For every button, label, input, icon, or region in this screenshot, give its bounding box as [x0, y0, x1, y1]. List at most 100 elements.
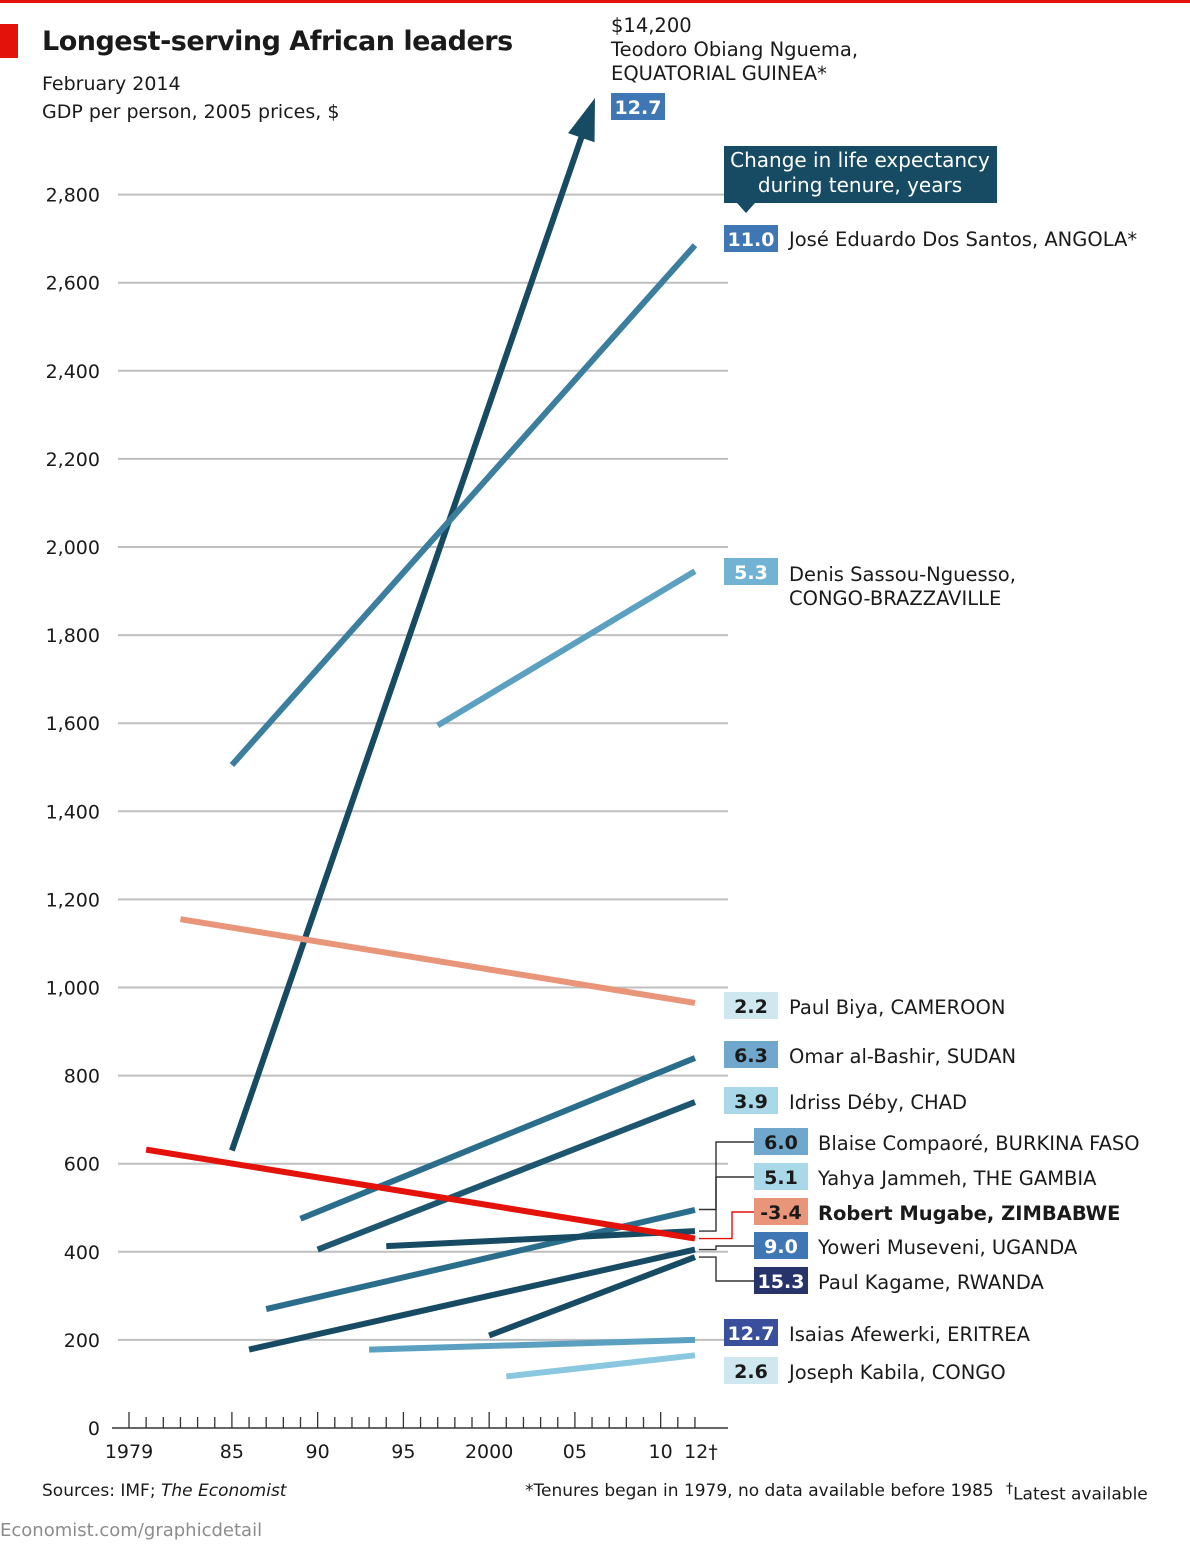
leader-label-11: Isaias Afewerki, ERITREA: [789, 1323, 1031, 1346]
source-italic: The Economist: [160, 1481, 287, 1501]
leader-line-10: [698, 1256, 754, 1282]
legend-line-1: Change in life expectancy: [730, 148, 990, 172]
leader-line-7: [698, 1176, 754, 1232]
value-label-4: 6.3: [734, 1045, 768, 1067]
series-line-sudan: [299, 1055, 697, 1222]
y-tick-label-2200: 2,200: [46, 449, 100, 471]
leader-label-10: Paul Kagame, RWANDA: [818, 1271, 1044, 1294]
y-tick-label-1600: 1,600: [46, 713, 100, 735]
y-tick-label-1800: 1,800: [46, 625, 100, 647]
value-box-5: [724, 1087, 778, 1114]
value-label-10: 15.3: [758, 1271, 805, 1293]
x-tick-label-2000: 2000: [465, 1441, 513, 1463]
legend-box-bg: [724, 146, 997, 203]
value-box-6: [754, 1128, 808, 1155]
value-label-9: 9.0: [764, 1236, 798, 1258]
x-tick-label-2012: 12†: [684, 1441, 718, 1463]
value-label-7: 5.1: [764, 1167, 798, 1189]
series-line-equatorial-guinea: [229, 125, 589, 1152]
x-tick-label-1995: 95: [391, 1441, 415, 1463]
y-tick-label-1000: 1,000: [46, 978, 100, 1000]
dagger-mark: †: [1006, 1481, 1014, 1497]
brand-tab: [0, 24, 18, 58]
value-box-2: [724, 558, 778, 585]
leader-line-9: [698, 1245, 754, 1251]
value-box-8: [754, 1198, 808, 1225]
series-lines: [145, 98, 698, 1380]
leader-label-4: Omar al-Bashir, SUDAN: [789, 1045, 1016, 1068]
value-label-11: 12.7: [728, 1323, 775, 1345]
value-box-11: [724, 1319, 778, 1346]
country-label-2: CONGO-BRAZZAVILLE: [789, 587, 1001, 610]
leader-label-9: Yoweri Museveni, UGANDA: [817, 1236, 1078, 1259]
value-label-0: 12.7: [615, 97, 662, 119]
source-note: Sources: IMF; The Economist: [42, 1481, 286, 1501]
series-line-congo-brazzaville: [436, 568, 697, 728]
y-tick-label-400: 400: [64, 1242, 100, 1264]
leader-line-6: [698, 1141, 754, 1211]
x-tick-label-1979: 1979: [105, 1441, 153, 1463]
credit-link[interactable]: Economist.com/graphicdetail: [0, 1520, 263, 1541]
series-line-uganda: [248, 1246, 696, 1353]
chart-title: Longest-serving African leaders: [42, 26, 513, 57]
value-box-12: [724, 1357, 778, 1384]
y-tick-label-2000: 2,000: [46, 537, 100, 559]
country-label-0: EQUATORIAL GUINEA*: [611, 62, 827, 85]
value-box-4: [724, 1041, 778, 1068]
y-tick-label-200: 200: [64, 1330, 100, 1352]
leader-name-label-0: Teodoro Obiang Nguema,: [610, 38, 858, 61]
value-box-3: [724, 992, 778, 1019]
leader-label-3: Paul Biya, CAMEROON: [789, 996, 1005, 1019]
latest-text: Latest available: [1013, 1484, 1148, 1505]
value-box-7: [754, 1163, 808, 1190]
series-line-cameroon: [179, 916, 696, 1006]
x-axis: 1979 85 90 95 2000 05 10 12†: [105, 1412, 728, 1463]
x-tick-label-2005: 05: [563, 1441, 587, 1463]
legend-line-2: during tenure, years: [758, 173, 962, 197]
leader-label-7: Yahya Jammeh, THE GAMBIA: [817, 1167, 1097, 1190]
legend: Change in life expectancy during tenure,…: [724, 146, 997, 213]
leader-label-1: José Eduardo Dos Santos, ANGOLA*: [787, 228, 1137, 251]
value-label-8: -3.4: [760, 1202, 802, 1224]
value-box-9: [754, 1232, 808, 1259]
y-tick-label-2400: 2,400: [46, 361, 100, 383]
leader-line-8: [698, 1211, 754, 1240]
value-label-1: 11.0: [728, 229, 775, 251]
latest-note: †Latest available: [1006, 1481, 1148, 1505]
value-label-3: 2.2: [734, 996, 768, 1018]
arrowhead: [568, 98, 595, 143]
value-label-12: 2.6: [734, 1361, 768, 1383]
value-label-6: 6.0: [764, 1132, 798, 1154]
leader-name-label-2: Denis Sassou-Nguesso,: [789, 563, 1016, 586]
legend-pointer: [737, 203, 755, 213]
y-tick-label-2800: 2,800: [46, 185, 100, 207]
y-tick-label-1400: 1,400: [46, 801, 100, 823]
y-tick-label-800: 800: [64, 1066, 100, 1088]
series-line-eritrea: [369, 1336, 696, 1353]
footnote: *Tenures began in 1979, no data availabl…: [525, 1481, 994, 1501]
value-label-2: 5.3: [734, 562, 768, 584]
y-axis-ticks: 0 200 400 600 800 1,000 1,200 1,400 1,600 1,800 2,…: [46, 185, 100, 1440]
chart-subtitle: February 2014: [42, 73, 181, 95]
leader-label-12: Joseph Kabila, CONGO: [787, 1361, 1006, 1384]
series-line-the-gambia: [386, 1228, 696, 1250]
value-box-10: [754, 1267, 808, 1294]
source-prefix: Sources: IMF;: [42, 1481, 161, 1501]
series-line-rwanda: [488, 1254, 697, 1339]
y-tick-label-1200: 1,200: [46, 889, 100, 911]
gridlines: [118, 193, 728, 1341]
leader-label-8: Robert Mugabe, ZIMBABWE: [818, 1202, 1121, 1225]
x-tick-label-1990: 90: [306, 1441, 330, 1463]
y-tick-label-600: 600: [64, 1154, 100, 1176]
value-box-0: [611, 93, 665, 120]
leader-label-6: Blaise Compaoré, BURKINA FASO: [818, 1132, 1140, 1155]
series-line-chad: [316, 1099, 697, 1253]
value-end-label: $14,200: [611, 14, 692, 37]
series-line-congo: [505, 1352, 696, 1380]
series-line-burkina-faso: [265, 1207, 696, 1312]
y-axis-label: GDP per person, 2005 prices, $: [42, 101, 340, 123]
x-tick-label-2010: 10: [649, 1441, 673, 1463]
series-line-angola: [229, 243, 698, 768]
y-tick-label-0: 0: [88, 1418, 100, 1440]
